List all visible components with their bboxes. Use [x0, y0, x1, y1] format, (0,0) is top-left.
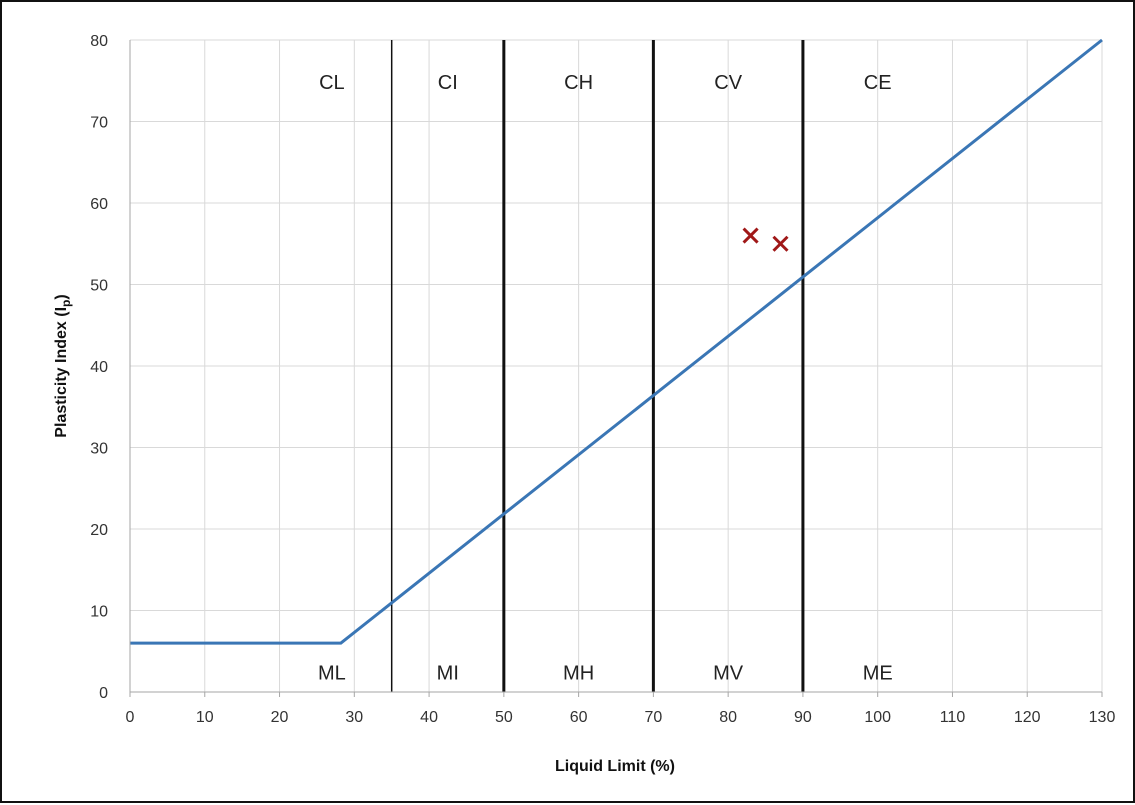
y-tick-label: 10 — [90, 604, 108, 621]
y-tick-label: 40 — [90, 359, 108, 376]
x-tick-label: 30 — [345, 709, 363, 726]
x-tick-label: 90 — [794, 709, 812, 726]
y-tick-label: 30 — [90, 441, 108, 458]
a-line-series — [130, 38, 1103, 645]
zone-label-mh: MH — [563, 663, 594, 685]
y-tick-label: 0 — [99, 685, 108, 702]
y-tick-label: 50 — [90, 278, 108, 295]
grid — [129, 39, 1103, 693]
x-tick-label: 130 — [1089, 709, 1116, 726]
zone-label-mv: MV — [713, 663, 744, 685]
axes — [129, 40, 1103, 697]
x-tick-label: 10 — [196, 709, 214, 726]
x-tick-label: 120 — [1014, 709, 1041, 726]
x-tick-label: 0 — [126, 709, 135, 726]
sample-points — [742, 227, 789, 252]
zone-label-me: ME — [863, 663, 893, 685]
zone-labels: CL CI CH CV CE ML MI MH MV ME — [318, 72, 893, 685]
x-tick-label: 40 — [420, 709, 438, 726]
tick-labels: 0 10 20 30 40 50 60 70 80 90 100 110 120 130 0 10 20 30 40… — [90, 33, 1115, 726]
x-tick-label: 50 — [495, 709, 513, 726]
x-tick-label: 80 — [719, 709, 737, 726]
y-tick-label: 20 — [90, 522, 108, 539]
y-tick-label: 70 — [90, 115, 108, 132]
zone-boundaries — [390, 40, 805, 692]
sample-point-marker — [772, 235, 789, 252]
x-tick-label: 110 — [940, 709, 966, 726]
x-tick-label: 100 — [864, 709, 891, 726]
zone-label-ch: CH — [564, 72, 593, 94]
zone-label-cl: CL — [319, 72, 345, 94]
zone-label-mi: MI — [437, 663, 459, 685]
x-tick-label: 70 — [644, 709, 662, 726]
y-axis-title: Plasticity Index (Ip) — [53, 294, 73, 437]
a-line — [130, 38, 1103, 645]
y-tick-label: 60 — [90, 196, 108, 213]
zone-label-ci: CI — [438, 72, 458, 94]
x-tick-label: 20 — [271, 709, 289, 726]
x-axis-title: Liquid Limit (%) — [555, 758, 675, 775]
zone-label-cv: CV — [714, 72, 742, 94]
zone-label-ce: CE — [864, 72, 892, 94]
x-tick-label: 60 — [570, 709, 588, 726]
sample-point-marker — [742, 227, 759, 244]
y-tick-label: 80 — [90, 33, 108, 50]
zone-label-ml: ML — [318, 663, 346, 685]
